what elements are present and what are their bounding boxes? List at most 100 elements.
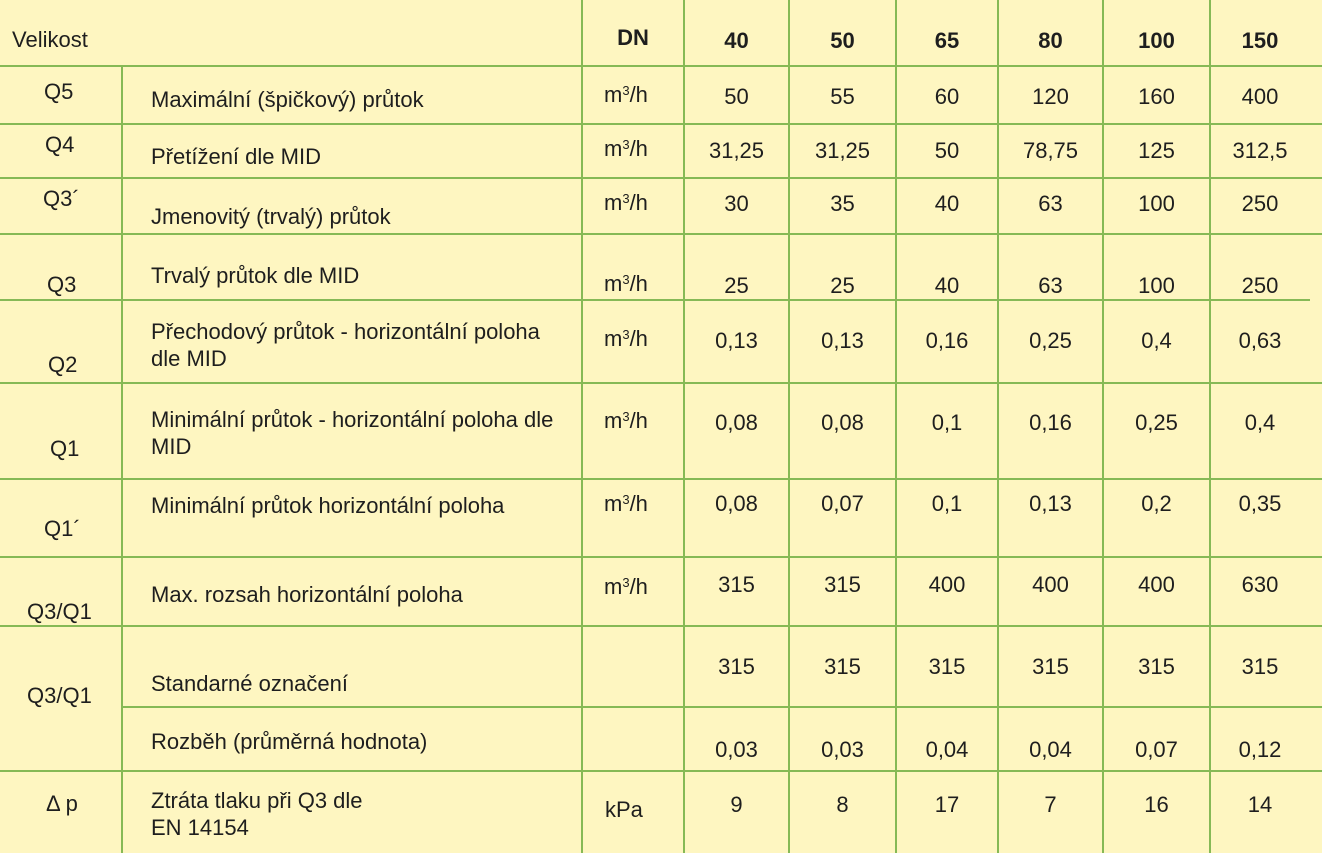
row-value-100: 315 xyxy=(1138,654,1175,679)
column-divider xyxy=(581,0,583,853)
row-value-80: 120 xyxy=(1032,84,1069,109)
row-description: Max. rozsah horizontální poloha xyxy=(151,582,463,607)
row-symbol: Q3 xyxy=(47,272,77,297)
row-divider xyxy=(0,770,1322,772)
size-header-150: 150 xyxy=(1241,28,1279,53)
row-value-150: 250 xyxy=(1241,191,1279,216)
row-value-50: 315 xyxy=(824,654,861,679)
row-unit: m3/h xyxy=(604,190,648,215)
row-description: Přechodový průtok - horizontální poloha … xyxy=(151,319,540,371)
row-symbol: Q3/Q1 xyxy=(27,683,92,708)
row-symbol: Q5 xyxy=(44,79,74,104)
size-header-label: Velikost xyxy=(12,27,88,52)
column-divider xyxy=(1102,0,1104,853)
row-symbol: Q4 xyxy=(45,132,75,157)
row-description: Standarné označení xyxy=(151,671,348,696)
row-value-50: 0,08 xyxy=(821,410,864,435)
size-header-80: 80 xyxy=(1038,28,1063,53)
row-divider xyxy=(0,65,1322,67)
row-value-50: 55 xyxy=(830,84,855,109)
row-value-150: 312,5 xyxy=(1232,138,1288,163)
row-description: Ztráta tlaku při Q3 dle EN 14154 xyxy=(151,788,363,840)
row-value-150: 0,12 xyxy=(1238,737,1282,762)
row-divider xyxy=(0,382,1322,384)
row-unit: m3/h xyxy=(604,82,648,107)
row-value-100: 100 xyxy=(1138,191,1175,216)
row-value-80: 0,13 xyxy=(1029,491,1072,516)
row-value-50: 35 xyxy=(830,191,855,216)
row-value-65: 17 xyxy=(934,792,960,817)
row-value-100: 0,2 xyxy=(1141,491,1172,516)
row-value-80: 7 xyxy=(1044,792,1057,817)
row-value-50: 31,25 xyxy=(814,138,871,163)
column-divider xyxy=(683,0,685,853)
row-divider xyxy=(0,478,1322,480)
row-divider xyxy=(0,556,1322,558)
row-description: Přetížení dle MID xyxy=(151,144,321,169)
row-value-150: 630 xyxy=(1241,572,1279,597)
row-value-65: 40 xyxy=(934,273,960,298)
row-symbol: Q2 xyxy=(48,352,78,377)
row-unit: m3/h xyxy=(604,408,648,433)
row-value-40: 0,13 xyxy=(715,328,758,353)
row-value-40: 30 xyxy=(724,191,749,216)
row-value-100: 0,4 xyxy=(1141,328,1172,353)
row-description: Rozběh (průměrná hodnota) xyxy=(151,729,428,754)
row-value-100: 160 xyxy=(1138,84,1175,109)
row-value-80: 0,16 xyxy=(1029,410,1072,435)
row-symbol: Q3/Q1 xyxy=(27,599,92,624)
row-value-50: 0,13 xyxy=(821,328,864,353)
row-value-80: 400 xyxy=(1032,572,1069,597)
row-unit: kPa xyxy=(605,797,643,822)
row-value-100: 0,25 xyxy=(1135,410,1178,435)
row-description: Minimální průtok horizontální poloha xyxy=(151,493,505,518)
size-header-40: 40 xyxy=(724,28,749,53)
row-value-50: 25 xyxy=(830,273,855,298)
column-divider xyxy=(121,65,123,853)
row-value-65: 50 xyxy=(934,138,960,163)
row-unit: m3/h xyxy=(604,271,648,296)
size-header-50: 50 xyxy=(830,28,855,53)
row-description: Minimální průtok - horizontální poloha d… xyxy=(151,407,554,459)
row-divider xyxy=(0,625,1322,627)
row-symbol: Q1´ xyxy=(44,516,81,541)
row-value-100: 16 xyxy=(1144,792,1169,817)
row-value-50: 0,03 xyxy=(821,737,864,762)
column-divider xyxy=(895,0,897,853)
row-value-40: 31,25 xyxy=(708,138,765,163)
row-value-40: 0,03 xyxy=(715,737,758,762)
row-value-40: 0,08 xyxy=(715,410,758,435)
row-value-40: 315 xyxy=(718,654,755,679)
row-value-40: 25 xyxy=(724,273,749,298)
row-value-80: 63 xyxy=(1038,273,1063,298)
row-divider xyxy=(0,299,1310,301)
row-value-65: 40 xyxy=(934,191,960,216)
row-value-65: 400 xyxy=(928,572,966,597)
row-value-80: 0,25 xyxy=(1029,328,1072,353)
row-value-65: 315 xyxy=(928,654,966,679)
row-value-80: 78,75 xyxy=(1022,138,1079,163)
column-divider xyxy=(1209,0,1211,853)
row-value-65: 0,04 xyxy=(925,737,969,762)
row-symbol: Q3´ xyxy=(43,186,80,211)
row-unit: m3/h xyxy=(604,491,648,516)
row-value-50: 8 xyxy=(836,792,849,817)
row-value-100: 100 xyxy=(1138,273,1175,298)
row-unit: m3/h xyxy=(604,326,648,351)
row-description: Maximální (špičkový) průtok xyxy=(151,87,424,112)
row-value-50: 0,07 xyxy=(821,491,864,516)
row-description: Trvalý průtok dle MID xyxy=(151,263,360,288)
row-value-80: 63 xyxy=(1038,191,1063,216)
row-divider xyxy=(0,177,1322,179)
row-divider xyxy=(0,123,1322,125)
column-divider xyxy=(997,0,999,853)
row-value-80: 0,04 xyxy=(1029,737,1072,762)
row-value-80: 315 xyxy=(1032,654,1069,679)
row-value-40: 9 xyxy=(730,792,743,817)
row-value-150: 315 xyxy=(1241,654,1279,679)
row-symbol: Δ p xyxy=(46,791,78,816)
row-value-50: 315 xyxy=(824,572,861,597)
row-unit: m3/h xyxy=(604,574,648,599)
row-divider xyxy=(0,233,1322,235)
